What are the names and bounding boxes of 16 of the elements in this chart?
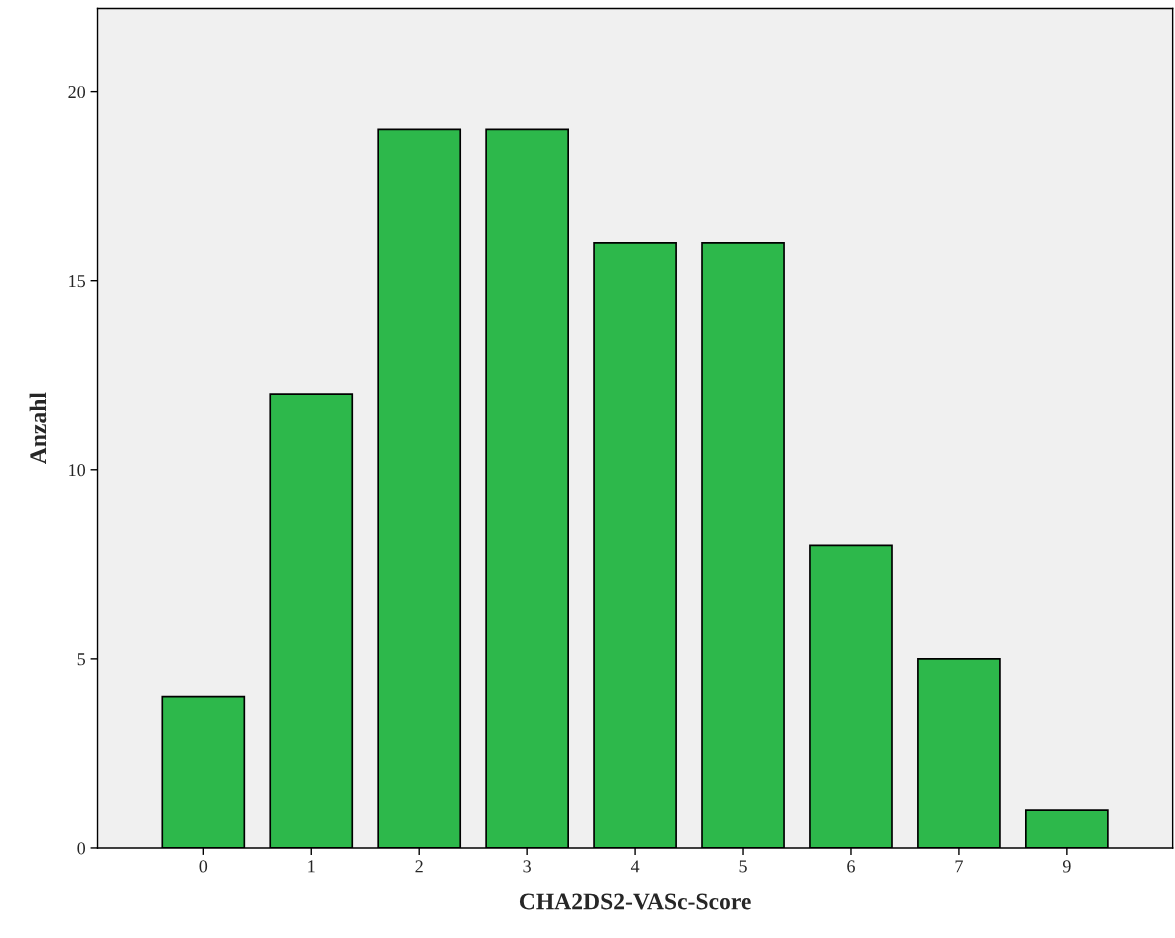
x-tick-label: 6 xyxy=(847,860,855,873)
x-tick-label: 7 xyxy=(955,860,963,873)
y-tick-label: 0 xyxy=(77,842,86,855)
x-axis-title: CHA2DS2-VASc-Score xyxy=(519,893,751,910)
x-tick-label: 9 xyxy=(1062,860,1071,873)
y-tick-label: 20 xyxy=(68,85,86,99)
x-tick-label: 2 xyxy=(415,860,423,873)
y-tick-label: 5 xyxy=(77,653,86,666)
x-tick-label: 1 xyxy=(308,860,315,873)
x-tick-label: 3 xyxy=(523,860,531,873)
x-tick-label: 5 xyxy=(739,860,747,873)
y-tick-label: 15 xyxy=(69,275,86,288)
y-tick-label: 10 xyxy=(69,464,86,477)
x-tick-label: 4 xyxy=(630,860,640,873)
x-tick-label: 0 xyxy=(199,860,208,873)
y-axis-title: Anzahl xyxy=(29,392,47,465)
